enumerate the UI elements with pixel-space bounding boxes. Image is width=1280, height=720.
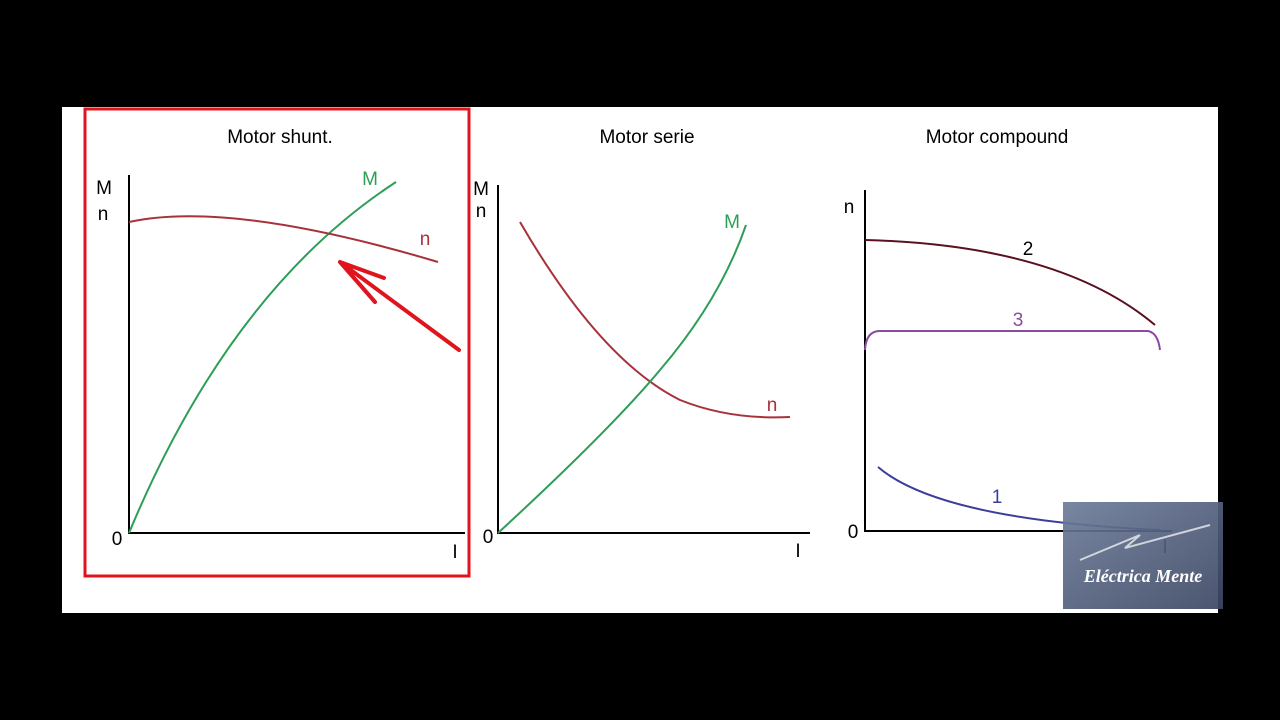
- panel-title: Motor serie: [599, 127, 694, 148]
- torque-curve: [497, 224, 747, 534]
- curve-2: [864, 239, 1156, 326]
- axis-label: I: [452, 542, 457, 563]
- axis-label: I: [795, 541, 800, 562]
- panel-title: Motor shunt.: [227, 127, 333, 148]
- axis-label: n: [476, 201, 487, 222]
- curve-label: 3: [1013, 310, 1024, 331]
- speed-curve: [128, 215, 439, 263]
- curve-label: n: [420, 229, 431, 250]
- curve-3: [864, 330, 1161, 351]
- origin-label: 0: [848, 522, 859, 543]
- panel-title: Motor compound: [926, 127, 1069, 148]
- curve-label: M: [724, 212, 740, 233]
- axis-label: n: [98, 204, 109, 225]
- watermark-bolt: [1079, 524, 1211, 561]
- axis-label: M: [473, 179, 489, 200]
- watermark-text: Eléctrica Mente: [1083, 566, 1202, 586]
- curve-label: 2: [1023, 239, 1034, 260]
- axis-label: M: [96, 178, 112, 199]
- arrow: [338, 260, 461, 352]
- curve-label: n: [767, 395, 778, 416]
- highlight-box: [83, 107, 471, 578]
- curve-label: 1: [992, 487, 1003, 508]
- torque-curve: [128, 181, 397, 534]
- origin-label: 0: [112, 529, 123, 550]
- speed-curve: [519, 221, 791, 419]
- watermark-box: [1063, 502, 1223, 609]
- origin-label: 0: [483, 527, 494, 548]
- axis-label: n: [844, 197, 855, 218]
- slide: [62, 107, 1218, 613]
- curve-label: M: [362, 169, 378, 190]
